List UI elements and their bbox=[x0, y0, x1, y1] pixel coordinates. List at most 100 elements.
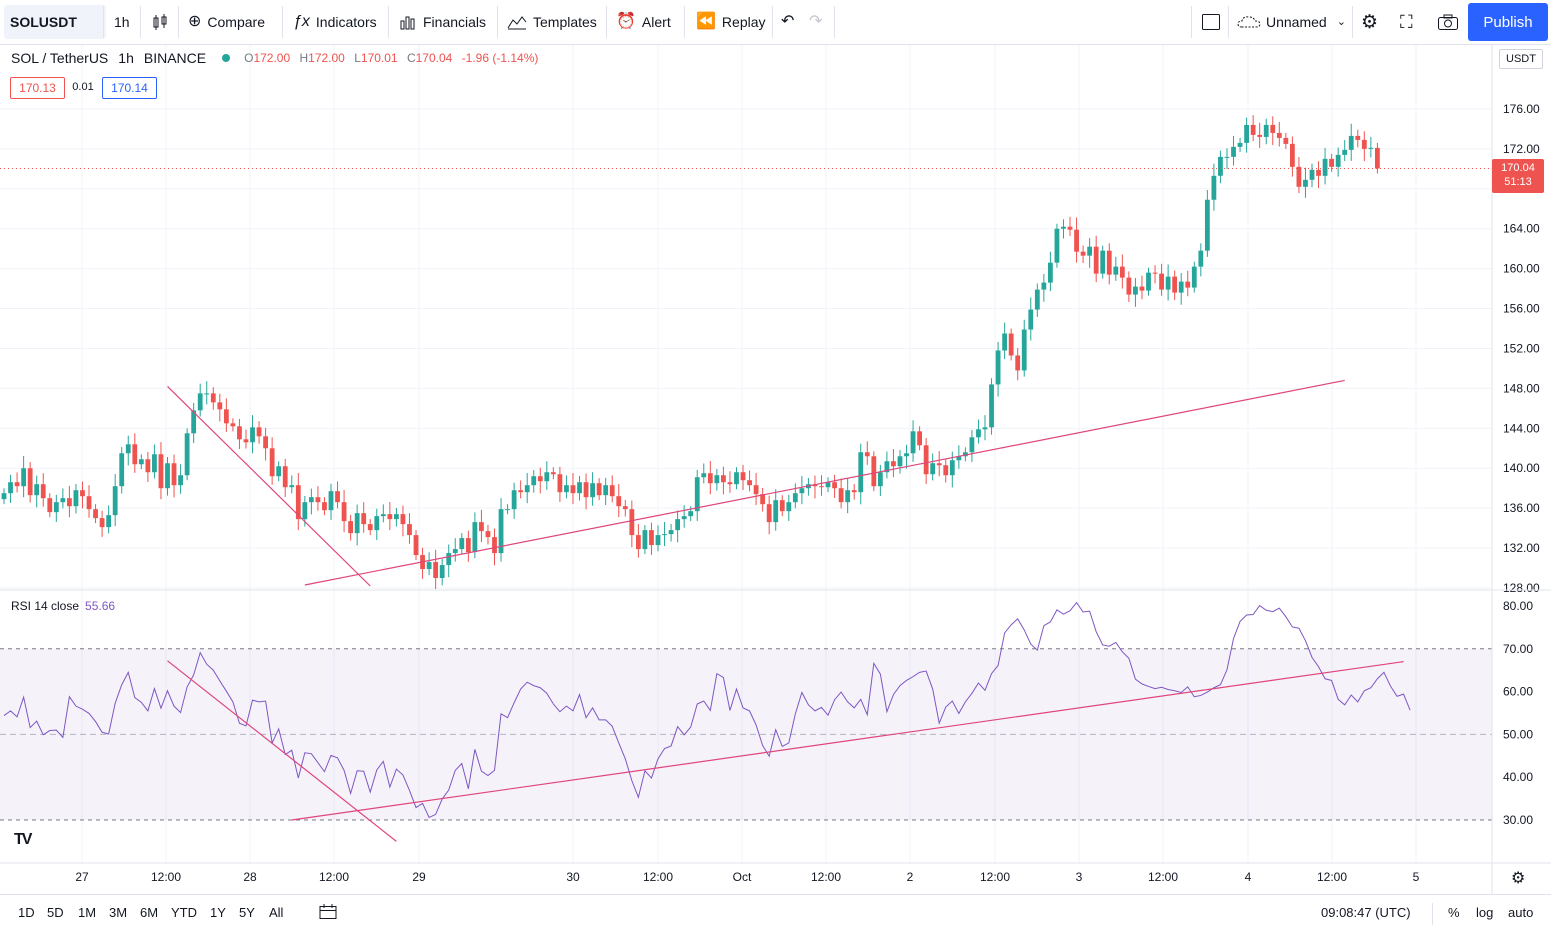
fullscreen-button[interactable]: ⛶ bbox=[1400, 5, 1419, 39]
indicators-button[interactable]: ƒx Indicators bbox=[293, 5, 377, 39]
time-tick-label: 4 bbox=[1245, 870, 1252, 884]
tradingview-logo[interactable]: TV bbox=[14, 831, 33, 848]
currency-badge[interactable]: USDT bbox=[1499, 49, 1543, 69]
buy-price-button[interactable]: 170.14 bbox=[102, 77, 157, 99]
candle-body bbox=[178, 475, 183, 486]
trendline bbox=[167, 660, 397, 842]
candle-body bbox=[792, 493, 798, 503]
candle-body bbox=[197, 393, 203, 411]
range-button-3m[interactable]: 3M bbox=[109, 905, 128, 920]
time-axis-settings-button[interactable]: ⚙ bbox=[1511, 868, 1525, 888]
percent-toggle[interactable]: % bbox=[1448, 905, 1460, 920]
candle-body bbox=[53, 502, 59, 513]
range-button-1y[interactable]: 1Y bbox=[210, 905, 226, 920]
candle-body bbox=[1375, 147, 1380, 169]
candle-body bbox=[917, 431, 922, 446]
templates-button[interactable]: Templates bbox=[507, 5, 597, 39]
clock-display[interactable]: 09:08:47 (UTC) bbox=[1321, 905, 1411, 920]
range-button-6m[interactable]: 6M bbox=[140, 905, 159, 920]
divider bbox=[1432, 903, 1433, 925]
settings-button[interactable]: ⚙ bbox=[1361, 5, 1384, 39]
candle-body bbox=[1316, 169, 1321, 176]
rsi-trendlines[interactable] bbox=[167, 660, 1404, 842]
range-button-5d[interactable]: 5D bbox=[47, 905, 64, 920]
candle-body bbox=[158, 454, 164, 489]
candle-body bbox=[1146, 272, 1151, 291]
price-tick-label: 136.00 bbox=[1503, 501, 1540, 515]
log-toggle[interactable]: log bbox=[1476, 905, 1493, 920]
candle-body bbox=[1074, 229, 1079, 252]
candle-body bbox=[910, 431, 916, 454]
chevron-down-icon: ⌄ bbox=[1336, 15, 1346, 28]
candle-body bbox=[1218, 156, 1223, 176]
snapshot-button[interactable] bbox=[1437, 5, 1459, 39]
range-button-all[interactable]: All bbox=[269, 905, 284, 920]
candle-body bbox=[564, 485, 569, 493]
candle-body bbox=[531, 476, 537, 486]
candle-body bbox=[27, 468, 33, 496]
spread-value: 0.01 bbox=[72, 81, 94, 93]
auto-toggle[interactable]: auto bbox=[1508, 905, 1533, 920]
chart-canvas[interactable]: 176.00172.00168.00164.00160.00156.00152.… bbox=[0, 0, 1551, 894]
candle-body bbox=[1335, 154, 1341, 167]
candle-body bbox=[256, 427, 262, 437]
candle-body bbox=[1067, 226, 1073, 230]
rsi-legend: RSI 14 close 55.66 bbox=[11, 599, 115, 613]
symbol-search-button[interactable]: SOLUSDT bbox=[4, 5, 106, 39]
publish-button[interactable]: Publish bbox=[1468, 3, 1548, 41]
low-value: 170.01 bbox=[360, 51, 398, 65]
divider bbox=[282, 6, 283, 38]
range-button-1m[interactable]: 1M bbox=[78, 905, 97, 920]
time-tick-label: 3 bbox=[1076, 870, 1083, 884]
price-trendlines[interactable] bbox=[167, 379, 1345, 587]
rsi-tick-label: 80.00 bbox=[1503, 599, 1533, 613]
layout-name-label: Unnamed bbox=[1266, 14, 1327, 30]
range-button-ytd[interactable]: YTD bbox=[171, 905, 197, 920]
candle-body bbox=[1021, 329, 1027, 371]
candle-body bbox=[1263, 124, 1269, 137]
rsi-axis[interactable]: 80.00 70.00 60.00 50.00 40.00 30.00 bbox=[1503, 599, 1533, 827]
alarm-clock-icon: ⏰ bbox=[616, 13, 636, 30]
candle-body bbox=[930, 463, 936, 475]
price-tick-label: 164.00 bbox=[1503, 222, 1540, 236]
layout-toggle-button[interactable] bbox=[1201, 5, 1221, 39]
candle-body bbox=[812, 484, 818, 487]
candle-body bbox=[721, 475, 726, 483]
candle-body bbox=[753, 485, 759, 495]
candle-body bbox=[694, 477, 700, 512]
time-axis[interactable]: 27 12:00 28 12:00 29 30 12:00 Oct 12:00 2 12:00 3 12… bbox=[75, 870, 1419, 884]
close-value: 170.04 bbox=[415, 51, 453, 65]
candle-body bbox=[138, 459, 144, 465]
candle-body bbox=[8, 482, 13, 494]
candle-body bbox=[1100, 250, 1106, 274]
gear-icon: ⚙ bbox=[1361, 11, 1379, 33]
redo-button[interactable]: ↷ bbox=[809, 5, 828, 39]
candle-body bbox=[184, 433, 190, 476]
close-label: C bbox=[406, 51, 416, 65]
financials-button[interactable]: Financials bbox=[399, 5, 486, 39]
pair-name: SOL / TetherUS bbox=[11, 50, 109, 66]
layout-name-button[interactable]: Unnamed ⌄ bbox=[1237, 5, 1352, 39]
rsi-overbought-oversold-band bbox=[0, 648, 1492, 820]
candle-body bbox=[1289, 143, 1295, 167]
goto-date-button[interactable] bbox=[318, 903, 338, 924]
redo-icon: ↷ bbox=[809, 13, 823, 30]
interval-button[interactable]: 1h bbox=[114, 5, 130, 39]
time-tick-label: 29 bbox=[412, 870, 426, 884]
candle-body bbox=[1093, 246, 1099, 274]
sell-price-button[interactable]: 170.13 bbox=[10, 77, 65, 99]
range-button-1d[interactable]: 1D bbox=[18, 905, 35, 920]
range-button-5y[interactable]: 5Y bbox=[239, 905, 255, 920]
candle-body bbox=[603, 485, 609, 496]
replay-button[interactable]: ⏪ Replay bbox=[696, 5, 766, 39]
candle-body bbox=[223, 409, 229, 424]
chart-type-button[interactable] bbox=[151, 5, 169, 39]
undo-button[interactable]: ↶ bbox=[781, 5, 800, 39]
candle-body bbox=[851, 490, 857, 493]
compare-button[interactable]: ⊕ Compare bbox=[188, 5, 265, 39]
candle-body bbox=[1211, 175, 1217, 200]
candle-body bbox=[956, 456, 962, 461]
alert-button[interactable]: ⏰ Alert bbox=[616, 5, 671, 39]
candle-body bbox=[714, 475, 720, 484]
rsi-value: 55.66 bbox=[85, 599, 116, 613]
